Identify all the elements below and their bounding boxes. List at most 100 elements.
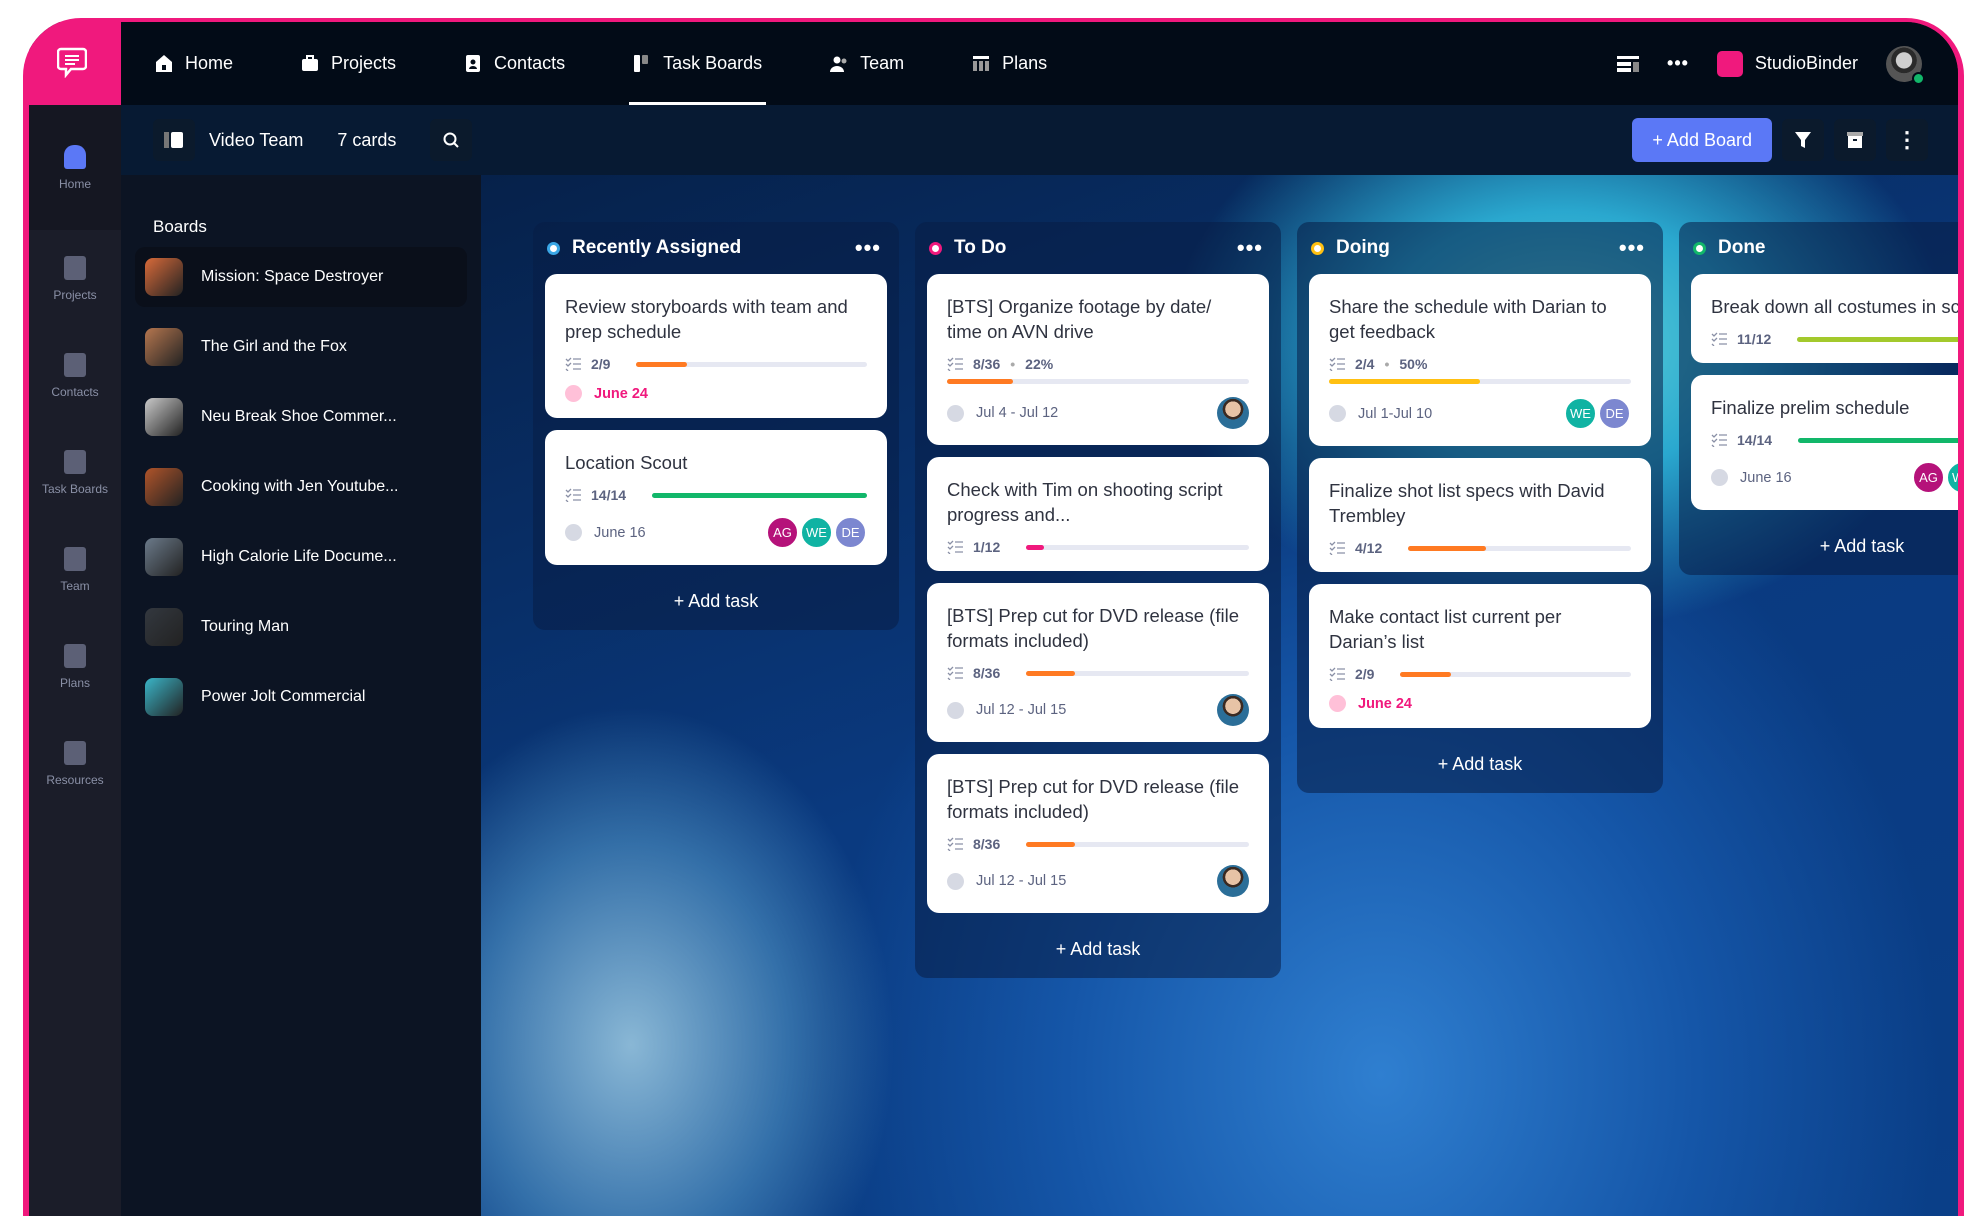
layout-toggle-icon[interactable] — [1617, 55, 1640, 73]
progress-bar — [947, 379, 1249, 384]
task-card[interactable]: Make contact list current per Darian’s l… — [1309, 584, 1651, 728]
assignee-avatar[interactable]: WE — [1564, 397, 1597, 430]
checklist-count: 8/36 — [973, 665, 1001, 681]
checklist-count: 2/4 — [1355, 356, 1375, 372]
rail-item-task-boards[interactable]: Task Boards — [29, 424, 121, 521]
studiobinder-logo[interactable] — [29, 22, 121, 105]
checklist-meta: 14/14 — [1711, 432, 1958, 448]
rail-item-contacts[interactable]: Contacts — [29, 327, 121, 424]
board-name: Touring Man — [201, 618, 290, 635]
task-card[interactable]: Location Scout 14/14 June 16 AG WE DE — [545, 430, 887, 565]
status-dot — [1693, 241, 1706, 255]
board-item[interactable]: Power Jolt Commercial — [135, 667, 467, 727]
assignee-avatar[interactable]: WE — [1946, 461, 1958, 494]
add-task-button[interactable]: + Add task — [1055, 939, 1141, 959]
column-title: Recently Assigned — [572, 237, 742, 258]
checklist-icon — [565, 357, 581, 371]
rail-item-plans[interactable]: Plans — [29, 618, 121, 715]
nav-label: Projects — [331, 53, 397, 73]
board-thumbnail — [145, 538, 183, 576]
task-boards-icon — [634, 55, 649, 72]
column-menu-icon[interactable]: ••• — [1618, 235, 1645, 260]
board-item[interactable]: The Girl and the Fox — [135, 317, 467, 377]
task-card[interactable]: Check with Tim on shooting script progre… — [927, 457, 1269, 571]
nav-team[interactable]: Team — [830, 22, 904, 105]
assignee-avatar[interactable]: WE — [800, 516, 833, 549]
column-done: Done Break down all costumes in script 11/… — [1679, 222, 1958, 575]
nav-task-boards[interactable]: Task Boards — [629, 22, 767, 105]
assignee-avatar[interactable]: AG — [766, 516, 799, 549]
rail-item-resources[interactable]: Resources — [29, 715, 121, 812]
account-switcher[interactable]: StudioBinder — [1716, 50, 1858, 77]
nav-label: Task Boards — [663, 53, 763, 73]
nav-home[interactable]: Home — [155, 22, 233, 105]
assignee-photo-avatar[interactable] — [1217, 694, 1249, 726]
due-date: Jul 12 - Jul 15 — [976, 873, 1067, 889]
assignee-avatar[interactable]: AG — [1912, 461, 1945, 494]
board-item[interactable]: Touring Man — [135, 597, 467, 657]
assignee-avatar[interactable]: DE — [1598, 397, 1631, 430]
status-dot — [1311, 241, 1324, 255]
rail-item-team[interactable]: Team — [29, 521, 121, 618]
task-title: [BTS] Organize footage by date/ time on … — [947, 296, 1212, 342]
progress-bar — [1026, 544, 1249, 550]
board-item[interactable]: Mission: Space Destroyer — [135, 247, 467, 307]
board-toggle-button[interactable] — [153, 119, 195, 161]
archive-button[interactable] — [1834, 119, 1876, 161]
team-name[interactable]: Video Team — [209, 129, 304, 150]
team-icon — [830, 56, 847, 72]
task-title: [BTS] Prep cut for DVD release (file for… — [947, 776, 1239, 822]
progress-bar — [1026, 841, 1249, 847]
card-footer: Jul 12 - Jul 15 — [947, 694, 1249, 726]
checklist-meta: 2/9 — [1329, 666, 1631, 682]
task-card[interactable]: Review storyboards with team and prep sc… — [545, 274, 887, 418]
checklist-count: 11/12 — [1737, 331, 1772, 347]
task-card[interactable]: Break down all costumes in script 11/12 — [1691, 274, 1958, 363]
rail-item-projects[interactable]: Projects — [29, 230, 121, 327]
contact-card-icon — [466, 55, 481, 72]
task-card[interactable]: Share the schedule with Darian to get fe… — [1309, 274, 1651, 446]
assignee-photo-avatar[interactable] — [1217, 397, 1249, 429]
filter-button[interactable] — [1782, 119, 1824, 161]
assignee-photo-avatar[interactable] — [1217, 865, 1249, 897]
task-card[interactable]: Finalize shot list specs with David Trem… — [1309, 458, 1651, 572]
user-avatar[interactable] — [1886, 45, 1925, 85]
task-card[interactable]: [BTS] Organize footage by date/ time on … — [927, 274, 1269, 445]
checklist-icon — [947, 540, 963, 554]
task-title: Make contact list current per Darian’s l… — [1329, 606, 1562, 652]
progress-bar — [1026, 670, 1249, 676]
rail-item-home[interactable]: Home — [29, 105, 121, 230]
task-card[interactable]: [BTS] Prep cut for DVD release (file for… — [927, 583, 1269, 742]
nav-projects[interactable]: Projects — [301, 22, 396, 105]
board-item[interactable]: Cooking with Jen Youtube... — [135, 457, 467, 517]
clock-icon — [1329, 695, 1346, 712]
task-title: Finalize shot list specs with David Trem… — [1329, 480, 1605, 526]
column-menu-icon[interactable]: ••• — [854, 235, 881, 260]
add-task-button[interactable]: + Add task — [673, 591, 759, 611]
boards-sidebar: Boards Mission: Space Destroyer The Girl … — [121, 175, 481, 1216]
task-card[interactable]: [BTS] Prep cut for DVD release (file for… — [927, 754, 1269, 913]
nav-plans[interactable]: Plans — [972, 22, 1047, 105]
rail-label: Team — [60, 578, 90, 593]
card-footer: Jul 1-Jul 10 WE DE — [1329, 397, 1631, 430]
add-board-button[interactable]: + Add Board — [1632, 118, 1772, 162]
checklist-count: 14/14 — [1737, 432, 1773, 448]
assignee-avatar[interactable]: DE — [834, 516, 867, 549]
board-item[interactable]: Neu Break Shoe Commer... — [135, 387, 467, 447]
board-item[interactable]: High Calorie Life Docume... — [135, 527, 467, 587]
board-thumbnail — [145, 468, 183, 506]
checklist-meta: 2/4 • 50% — [1329, 356, 1631, 372]
column-menu-icon[interactable]: ••• — [1236, 235, 1263, 260]
task-title: Check with Tim on shooting script progre… — [947, 479, 1223, 525]
search-button[interactable] — [430, 119, 473, 161]
task-card[interactable]: Finalize prelim schedule 14/14 June 16 AGWE… — [1691, 375, 1958, 510]
more-options-button[interactable]: ⋮ — [1886, 119, 1928, 161]
task-title: Break down all costumes in script — [1711, 296, 1958, 317]
more-menu-icon[interactable]: ••• — [1667, 53, 1689, 73]
boards-heading: Boards — [153, 217, 207, 236]
checklist-icon — [565, 488, 581, 502]
nav-contacts[interactable]: Contacts — [464, 22, 565, 105]
briefcase-icon — [302, 55, 319, 71]
add-task-button[interactable]: + Add task — [1819, 536, 1905, 556]
add-task-button[interactable]: + Add task — [1437, 754, 1523, 774]
